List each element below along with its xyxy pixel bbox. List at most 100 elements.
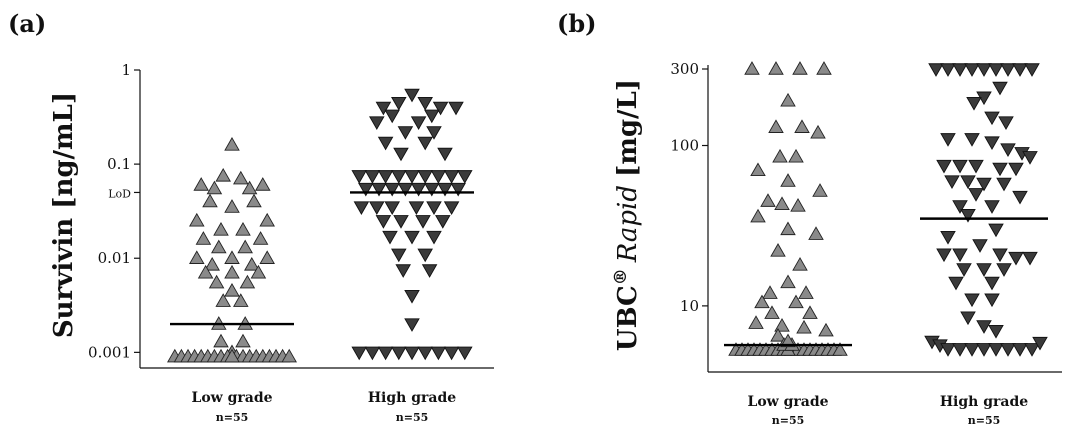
panel-b-point-high-27 [976, 177, 992, 192]
panel-b-point-low-28 [748, 315, 764, 329]
panel-b-point-low-3 [816, 61, 832, 75]
panel-b-y-label-unit: [mg/L] [613, 79, 643, 177]
panel-b-point-low-5 [768, 119, 784, 133]
panel-b-point-low-20 [792, 257, 808, 271]
panel-a-point-high-40 [393, 215, 409, 229]
panel-b-point-high-34 [988, 223, 1004, 238]
panel-a-point-high-21 [417, 170, 433, 184]
panel-a-point-low-8 [246, 193, 262, 208]
panel-a-point-high-4 [432, 101, 449, 116]
panel-b-y-label-sup: ® [611, 268, 631, 285]
panel-a-point-low-3 [193, 177, 209, 191]
panel-b-point-high-22 [968, 159, 984, 174]
panel-a-point-high-43 [382, 230, 398, 245]
panel-a-medians [170, 191, 474, 326]
panel-a-point-high-6 [384, 109, 400, 124]
panel-a-point-high-31 [437, 182, 453, 197]
panel-b-point-low-12 [812, 183, 828, 197]
panel-a-point-high-33 [353, 201, 370, 215]
panel-a-y-ticks: 1 0.1 LoD 0.01 0.001 [88, 61, 140, 361]
panel-b-point-high-35 [940, 231, 956, 245]
panel-a-marks [167, 88, 473, 363]
panel-a-point-low-30 [233, 293, 249, 307]
panel-b-point-low-13 [760, 193, 776, 207]
panel-a-category-high-grade: High grade [368, 390, 456, 406]
panel-b-point-high-33 [960, 209, 976, 223]
panel-a-point-high-26 [371, 182, 387, 197]
panel-a-point-low-7 [202, 193, 218, 208]
panel-a-point-low-22 [244, 256, 260, 271]
panel-a-point-low-14 [195, 231, 212, 245]
panel-a-y-axis-label: Survivin [ng/mL] [49, 92, 79, 338]
panel-b-point-high-4 [976, 63, 992, 77]
panel-b-y-ticks: 300 100 10 [670, 60, 708, 315]
panel-a-point-high-25 [358, 182, 374, 197]
panel-a-point-low-4 [255, 177, 271, 191]
panel-a-point-low-53 [281, 348, 297, 363]
panel-b-point-high-26 [960, 175, 976, 189]
panel-a-ytick-label-0: 1 [121, 61, 131, 79]
panel-b-point-high-21 [952, 159, 968, 174]
panel-a-point-high-44 [404, 230, 420, 245]
panel-b-point-high-32 [984, 200, 1000, 214]
panel-a-point-low-23 [197, 264, 214, 279]
panel-b-point-high-30 [1012, 190, 1028, 205]
panel-b-point-high-56 [964, 343, 980, 357]
panel-a-point-high-22 [430, 170, 447, 184]
panel-a-point-low-0 [224, 137, 240, 151]
panel-b-y-label-italic: Rapid [613, 185, 643, 263]
panel-b-point-high-61 [1024, 343, 1040, 357]
panel-b-point-high-11 [966, 96, 982, 111]
panel-b-point-low-32 [770, 327, 786, 342]
panel-a-point-high-53 [364, 346, 381, 361]
panel-b-point-high-45 [948, 276, 964, 291]
panel-b-point-low-29 [774, 318, 790, 332]
panel-a-point-high-2 [417, 96, 433, 111]
panel-a-point-high-13 [417, 136, 433, 151]
panel-a-point-low-26 [208, 274, 225, 289]
panel-b-n-low-grade: n=55 [772, 414, 805, 425]
panel-a-point-high-23 [443, 170, 460, 184]
panel-b-medians [724, 217, 1048, 347]
panel-b-point-high-59 [1000, 343, 1016, 357]
panel-a-point-high-8 [369, 116, 385, 130]
panel-a-point-high-39 [375, 215, 392, 229]
panel-a-point-high-12 [377, 136, 394, 151]
panel-b-point-high-60 [1012, 343, 1028, 357]
panel-b: (b) UBC® Rapid [mg/L] 300 100 10 Low grade n… [557, 9, 1062, 425]
panel-b-point-low-4 [780, 92, 796, 107]
panel-b-point-low-0 [744, 61, 760, 75]
panel-a-point-low-17 [237, 239, 253, 254]
panel-a-point-high-56 [404, 346, 420, 361]
panel-a-point-low-16 [211, 239, 227, 254]
panel-b-point-high-28 [996, 177, 1012, 192]
panel-a-point-high-41 [415, 215, 431, 229]
panel-b-point-low-14 [774, 196, 790, 210]
panel-b-point-low-24 [754, 294, 770, 309]
panel-a-point-high-42 [435, 215, 451, 229]
panel-b-point-high-5 [988, 63, 1004, 77]
panel-b-point-high-17 [1000, 143, 1016, 157]
panel-b-point-low-16 [750, 208, 766, 223]
panel-b-point-high-1 [940, 63, 956, 77]
panel-a-label: (a) [8, 9, 46, 38]
panel-b-point-high-51 [988, 325, 1004, 339]
panel-b-point-high-29 [968, 188, 984, 202]
panel-a-point-high-30 [424, 182, 440, 197]
panel-a-point-high-24 [457, 170, 473, 184]
panel-a-point-high-47 [417, 248, 433, 263]
panel-b-point-low-7 [810, 124, 826, 139]
panel-b-point-low-26 [764, 305, 780, 319]
panel-b-point-low-15 [790, 198, 806, 212]
panel-a-ytick-label-3: 0.01 [98, 249, 131, 267]
panel-b-point-high-20 [936, 159, 952, 174]
panel-b-point-high-50 [976, 320, 992, 334]
panel-a-point-high-52 [351, 346, 367, 361]
panel-a-point-high-32 [450, 182, 466, 197]
panel-b-point-high-12 [984, 111, 1000, 126]
panel-b-point-high-9 [992, 81, 1008, 96]
panel-b-ytick-label-1: 100 [670, 137, 699, 155]
panel-b-point-low-21 [780, 274, 796, 289]
panel-b-point-high-37 [936, 248, 952, 263]
